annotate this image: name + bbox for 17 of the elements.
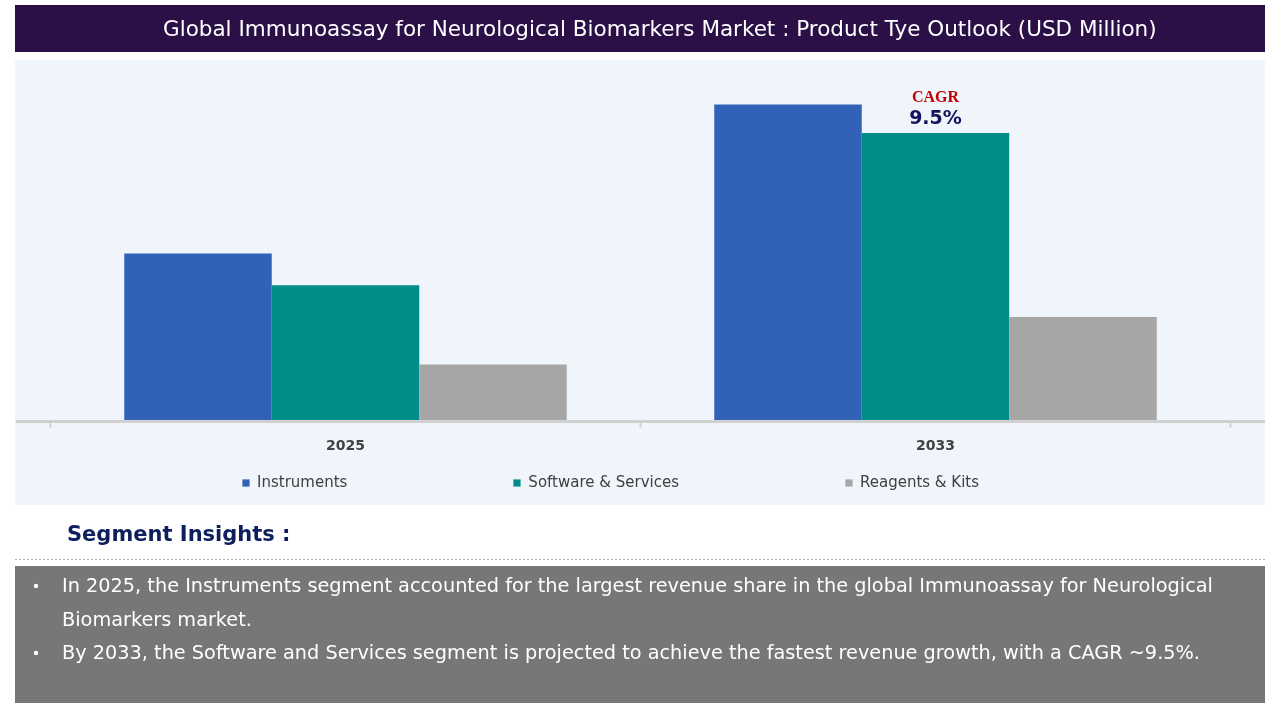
chart-title: Global Immunoassay for Neurological Biomarkers Market : Product Tye Outlook (USD Million): [163, 15, 1157, 43]
text: By 2033, the Software and Services segment is projected to achieve the fastest revenue growth, with a CAGR ~9.5%.: [62, 640, 1201, 666]
text: Segment Insights :: [67, 521, 291, 547]
bar: [861, 133, 1010, 422]
text: In 2025, the Instruments segment accounted for the largest revenue share in the global Immunoassay for Neurological Biomarkers market.: [62, 573, 1214, 633]
bar: [1009, 316, 1157, 422]
x-tick-label: 2025: [326, 436, 365, 453]
legend-label: Reagents & Kits: [859, 473, 980, 491]
bar: [271, 285, 420, 422]
x-tick-label: 2033: [916, 436, 955, 453]
annotation: 9.5%: [909, 106, 962, 129]
bar: [419, 364, 567, 422]
annotation: CAGR: [911, 87, 960, 105]
bar: [124, 253, 272, 422]
bar: [714, 104, 862, 422]
legend-label: Instruments: [257, 473, 348, 491]
legend-label: Software & Services: [528, 473, 679, 491]
